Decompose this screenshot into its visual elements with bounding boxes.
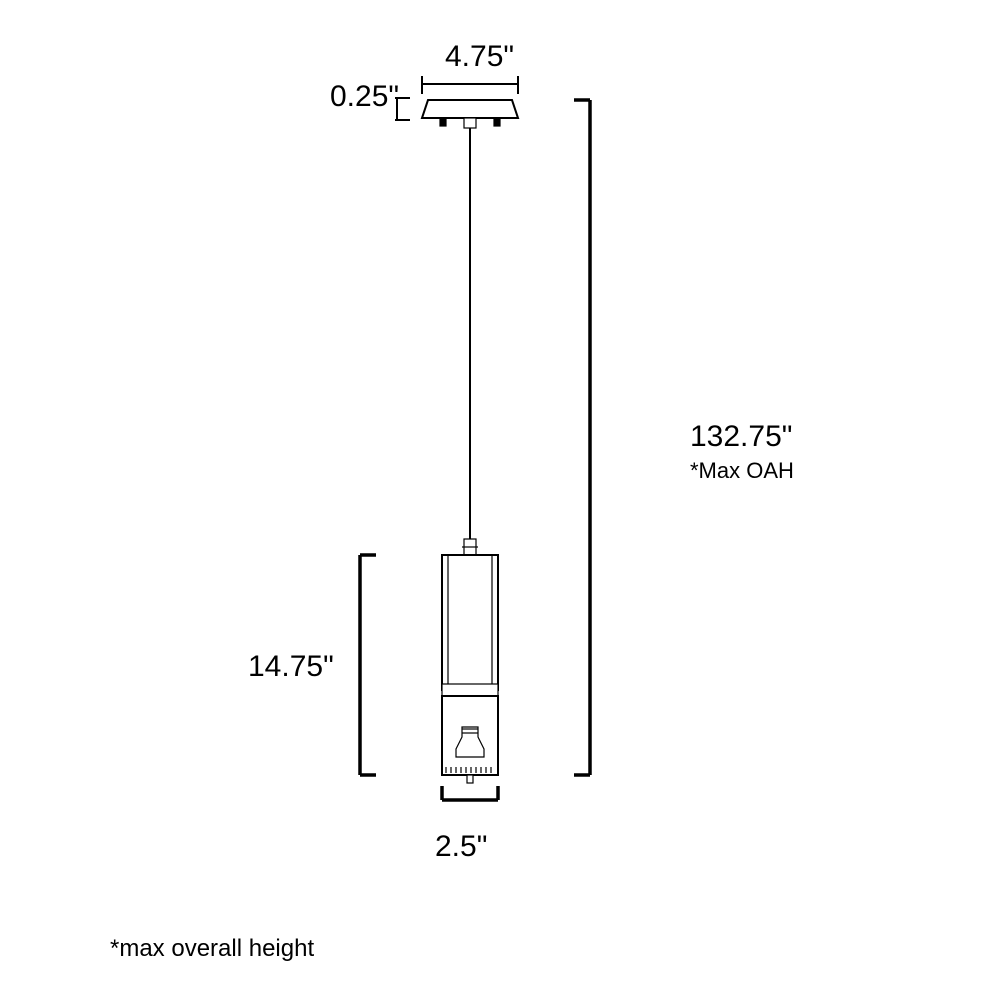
dim-canopy-width: 4.75" — [445, 40, 514, 74]
dim-overall-height: 132.75" — [690, 420, 792, 454]
dim-canopy-height: 0.25" — [330, 80, 399, 114]
dim-fixture-width: 2.5" — [435, 830, 487, 864]
dim-fixture-height: 14.75" — [248, 650, 334, 684]
dim-overall-note: *Max OAH — [690, 458, 794, 484]
footnote: *max overall height — [110, 935, 314, 963]
